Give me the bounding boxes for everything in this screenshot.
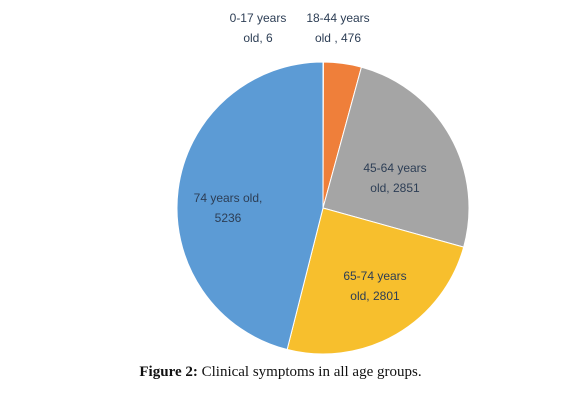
- figure-caption-text: Clinical symptoms in all age groups.: [197, 364, 422, 380]
- pie-slice-3: [286, 207, 465, 355]
- pie-slices: [176, 61, 470, 355]
- pie-slice-4: [176, 61, 324, 351]
- pie-slice-2: [322, 66, 470, 248]
- figure-caption: Figure 2: Clinical symptoms in all age g…: [0, 364, 561, 381]
- figure-label: Figure 2:: [139, 364, 198, 380]
- slice-labels: 0-17 years old, 6 18-44 years old , 476 45-6…: [194, 11, 427, 303]
- slice-label-2: 45-64 years old, 2851: [363, 161, 426, 195]
- slice-label-4: 74 years old, 5236: [194, 191, 263, 225]
- slice-label-1: 18-44 years old , 476: [306, 11, 369, 45]
- slice-label-0: 0-17 years old, 6: [230, 11, 287, 45]
- slice-label-3: 65-74 years old, 2801: [343, 269, 406, 303]
